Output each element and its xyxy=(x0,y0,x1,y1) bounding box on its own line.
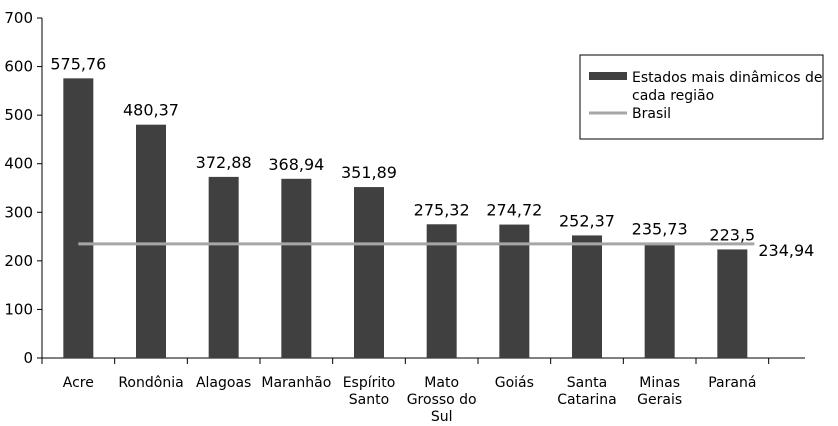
bar-value-label: 372,88 xyxy=(196,153,252,172)
x-category-label: Maranhão xyxy=(261,375,331,391)
bar xyxy=(63,78,94,358)
legend-swatch-estados xyxy=(589,72,627,80)
legend-label-estados-line2: cada região xyxy=(632,88,714,104)
y-tick-label: 200 xyxy=(4,252,33,270)
bar xyxy=(136,124,166,358)
x-category-label: Paraná xyxy=(708,375,756,391)
legend-box xyxy=(579,54,824,140)
x-category-label: Rondônia xyxy=(118,375,183,391)
bar-value-label: 252,37 xyxy=(559,211,615,230)
bar-value-label: 368,94 xyxy=(268,155,324,174)
y-tick-label: 600 xyxy=(4,58,33,76)
x-category-label: Santo xyxy=(349,392,389,408)
bar xyxy=(499,224,530,358)
x-category-label: Santa xyxy=(567,375,607,391)
bar xyxy=(426,224,457,358)
y-tick-label: 300 xyxy=(4,203,33,221)
bar xyxy=(717,249,748,358)
y-tick-label: 400 xyxy=(4,155,33,173)
bar-value-label: 480,37 xyxy=(123,101,179,120)
bar-value-label: 235,73 xyxy=(632,220,688,239)
bar-value-label: 575,76 xyxy=(50,54,106,73)
x-category-label: Mato xyxy=(424,375,459,391)
x-category-label: Gerais xyxy=(637,392,682,408)
legend-label-brasil: Brasil xyxy=(632,106,671,122)
y-tick-label: 0 xyxy=(23,349,33,367)
x-category-label: Goiás xyxy=(495,375,534,391)
bar xyxy=(572,235,602,358)
legend-label-estados-line1: Estados mais dinâmicos de xyxy=(632,70,823,86)
bar-value-label: 351,89 xyxy=(341,163,397,182)
x-category-label: Minas xyxy=(639,375,680,391)
brasil-value-label: 234,94 xyxy=(758,241,814,260)
bar-value-label: 223,5 xyxy=(709,225,755,244)
bar-value-label: 274,72 xyxy=(486,201,542,220)
bar xyxy=(281,178,312,358)
y-tick-label: 100 xyxy=(4,300,33,318)
x-category-label: Catarina xyxy=(557,392,617,408)
bar xyxy=(644,243,675,358)
x-category-label: Espírito xyxy=(343,375,396,391)
axes: 0 100 200 300 400 500 600 700 Acre Rondônia Alagoa… xyxy=(4,9,805,425)
y-tick-label: 700 xyxy=(4,9,33,27)
y-tick-label: 500 xyxy=(4,106,33,124)
legend: Estados mais dinâmicos de cada região Br… xyxy=(579,54,824,140)
bar xyxy=(354,187,384,358)
x-category-label: Acre xyxy=(63,375,94,391)
x-category-label: Grosso do xyxy=(407,392,477,408)
data-labels: 575,76 480,37 372,88 368,94 351,89 275,32 274,… xyxy=(50,54,814,260)
bar-value-label: 275,32 xyxy=(414,200,470,219)
bar xyxy=(208,176,239,358)
bars xyxy=(63,78,748,358)
x-category-label: Sul xyxy=(431,409,453,425)
x-category-label: Alagoas xyxy=(196,375,251,391)
